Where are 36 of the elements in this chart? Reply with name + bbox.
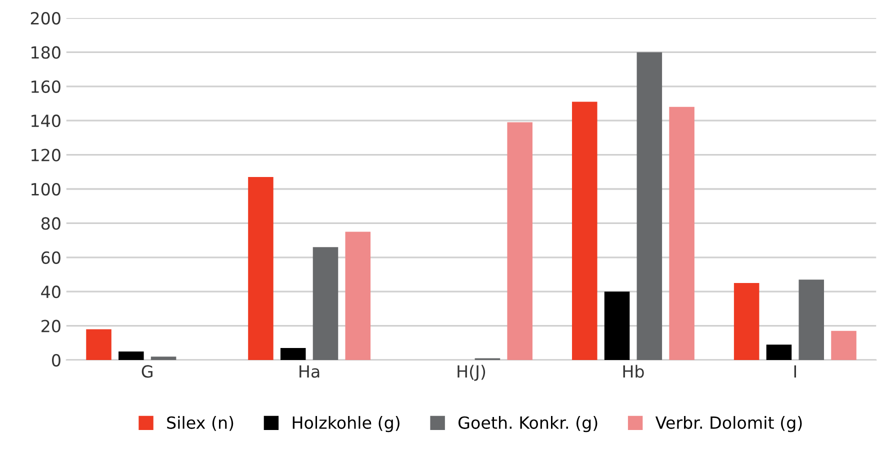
bar (766, 344, 792, 360)
bar (734, 283, 760, 360)
bar (280, 348, 306, 360)
y-tick-label: 40 (41, 286, 60, 298)
y-tick-label: 160 (32, 80, 60, 93)
bar (572, 102, 598, 360)
y-tick-label: 100 (32, 182, 60, 196)
legend-label: Holzkohle (g) (292, 416, 400, 432)
bar (636, 52, 662, 360)
y-tick-label: 200 (30, 12, 60, 25)
bar (150, 356, 176, 360)
bar (831, 330, 856, 360)
x-tick-label: Hb (623, 364, 644, 378)
x-tick-label: Ha (300, 365, 320, 378)
x-tick-label: G (142, 365, 152, 378)
y-tick-label: 80 (41, 217, 60, 230)
y-tick-label: 180 (32, 46, 60, 59)
y-tick-label: 20 (42, 320, 60, 332)
y-tick-label: 0 (52, 354, 60, 367)
y-tick-label: 120 (32, 148, 60, 162)
bar (248, 177, 274, 360)
bar (86, 329, 112, 360)
x-tick-label: H(J) (458, 364, 486, 381)
bar (118, 351, 144, 360)
bar (312, 247, 338, 360)
bar (669, 106, 694, 360)
bar (798, 280, 824, 360)
y-tick-label: 140 (32, 114, 60, 128)
legend-label: Verbr. Dolomit (g) (655, 416, 802, 432)
legend-label: Silex (n) (167, 416, 234, 431)
y-tick-label: 60 (41, 251, 60, 264)
bar (507, 122, 532, 360)
x-tick-label: I (794, 365, 796, 378)
legend-label: Goeth. Konkr. (g) (458, 416, 598, 432)
bar (604, 292, 630, 360)
bar (345, 232, 371, 360)
